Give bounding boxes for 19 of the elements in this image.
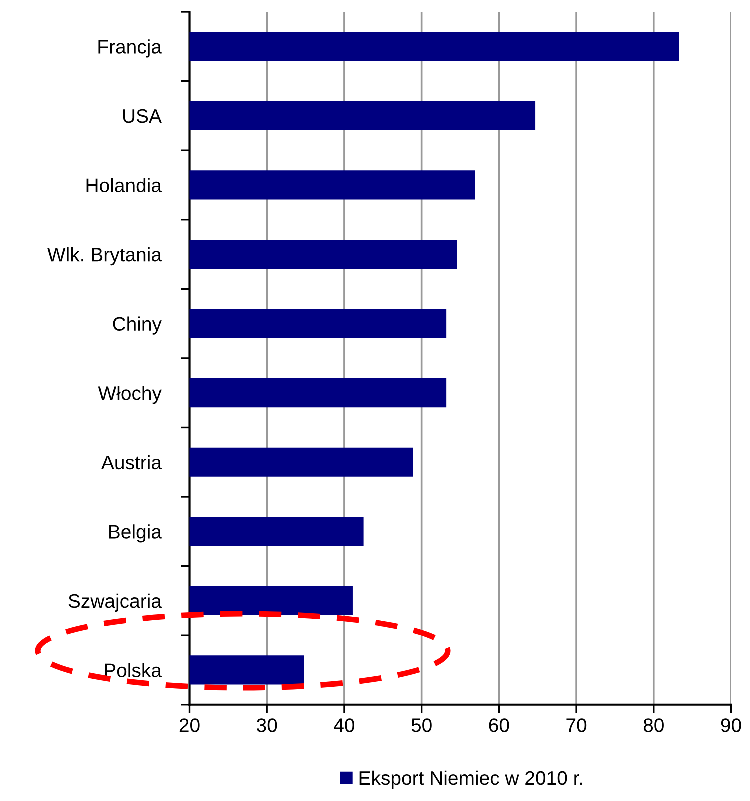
y-tick-label: Wlk. Brytania <box>48 247 162 266</box>
y-tick-label: Belgia <box>110 524 162 543</box>
y-tick-label: Włochy <box>98 386 162 404</box>
x-tick-label: 80 <box>644 718 664 732</box>
x-tick-label: 20 <box>180 718 200 732</box>
y-tick-label: Austria <box>101 455 162 470</box>
x-tick-label: 60 <box>489 718 510 732</box>
x-tick-label: 40 <box>334 718 355 732</box>
y-tick-label: USA <box>123 109 162 124</box>
x-tick-label: 90 <box>721 718 742 732</box>
x-tick-label: 30 <box>257 718 278 732</box>
legend-label: Eksport Niemiec w 2010 r. <box>360 770 582 790</box>
y-tick-label: Szwajcaria <box>68 594 162 612</box>
y-tick-label: Chiny <box>113 316 162 335</box>
y-tick-label: Francja <box>98 40 162 58</box>
y-tick-label: Holandia <box>86 178 162 192</box>
x-tick-label: 50 <box>412 718 432 732</box>
x-tick-label: 70 <box>566 718 587 732</box>
y-tick-label: Polska <box>105 663 162 678</box>
